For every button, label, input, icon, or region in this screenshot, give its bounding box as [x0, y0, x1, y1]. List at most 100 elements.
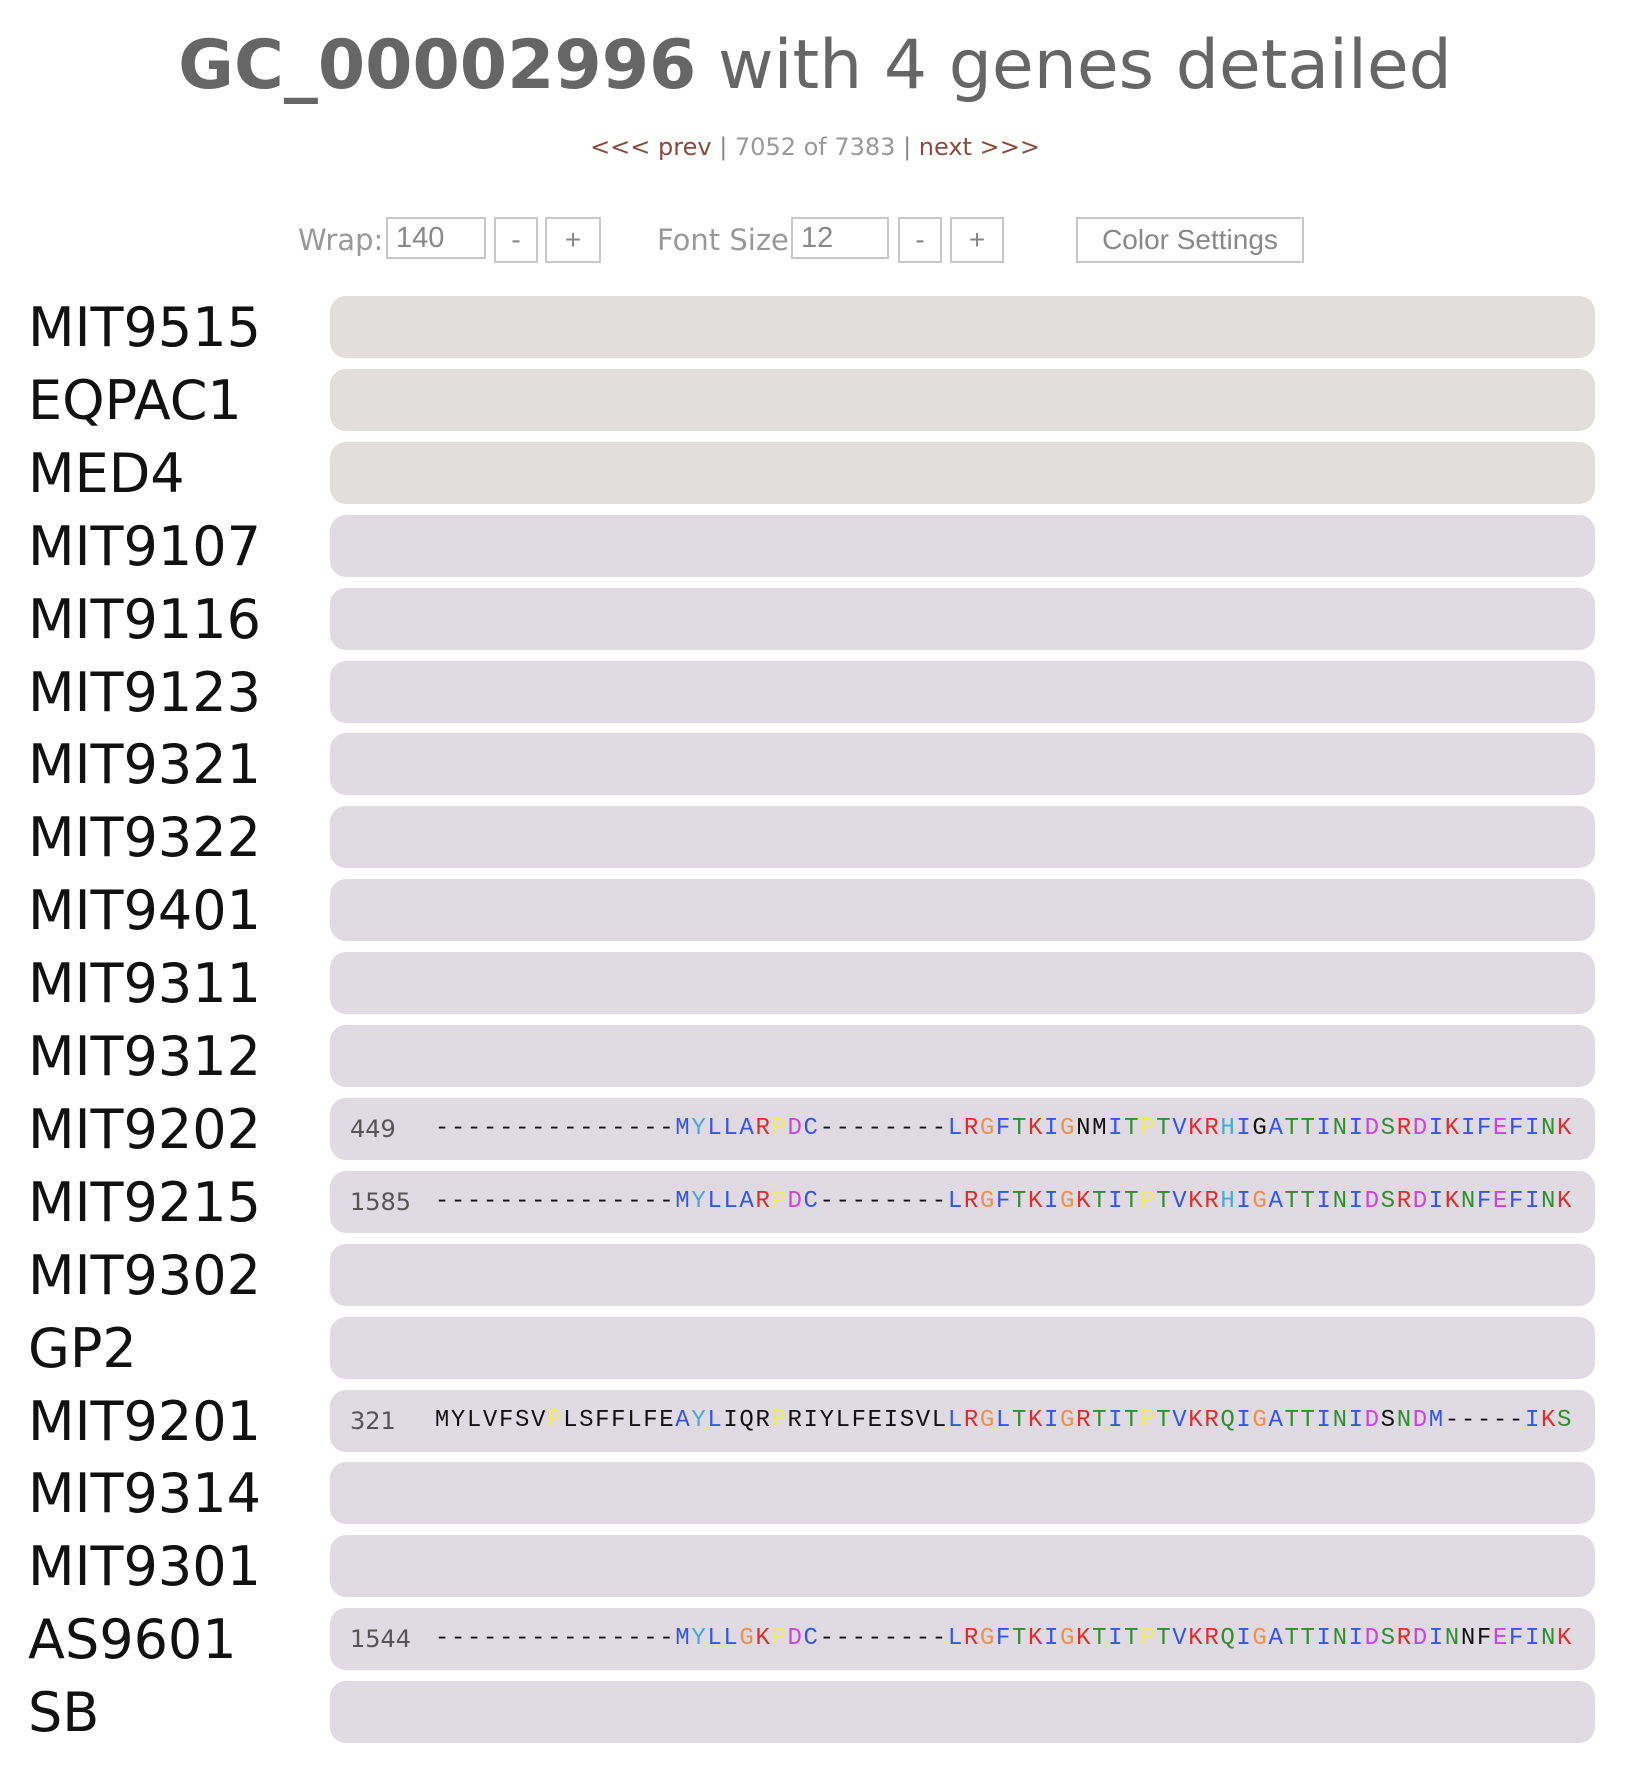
- residue: L: [707, 1407, 722, 1434]
- residue: K: [1027, 1188, 1043, 1215]
- sequence-track: [330, 1025, 1595, 1087]
- residue: G: [979, 1188, 995, 1215]
- residue: I: [1428, 1188, 1444, 1215]
- sequence-track: 449 ---------------MYLLARPDC--------LRGFT…: [330, 1098, 1595, 1160]
- residue: N: [1460, 1625, 1476, 1652]
- residue: T: [1300, 1115, 1315, 1142]
- residue: N: [1540, 1188, 1556, 1215]
- genome-name: MIT9314: [28, 1462, 261, 1525]
- residue: Y: [450, 1407, 466, 1434]
- font-size-increase-button[interactable]: +: [950, 217, 1004, 263]
- font-size-decrease-button[interactable]: -: [898, 217, 942, 263]
- residue: G: [1252, 1115, 1267, 1142]
- residue: N: [1540, 1625, 1556, 1652]
- residue: -: [643, 1625, 658, 1652]
- genome-row: MIT9107: [0, 515, 1630, 579]
- residue: I: [1108, 1115, 1123, 1142]
- residue: -: [514, 1115, 530, 1142]
- residue: I: [1316, 1407, 1331, 1434]
- residue: I: [1108, 1407, 1123, 1434]
- residue: I: [1236, 1407, 1251, 1434]
- residue: -: [819, 1625, 834, 1652]
- residue: T: [1156, 1407, 1171, 1434]
- residue: R: [1204, 1115, 1219, 1142]
- residue: I: [1236, 1188, 1251, 1215]
- residue: R: [963, 1407, 979, 1434]
- residue: I: [1348, 1115, 1363, 1142]
- residue: I: [1348, 1407, 1363, 1434]
- residue: -: [819, 1188, 834, 1215]
- residue: N: [1460, 1188, 1476, 1215]
- residue: L: [947, 1115, 963, 1142]
- residue: -: [659, 1115, 674, 1142]
- residue: T: [1011, 1115, 1027, 1142]
- next-link[interactable]: next >>>: [918, 133, 1040, 161]
- residue: M: [675, 1625, 690, 1652]
- residue: -: [627, 1115, 642, 1142]
- residue: -: [867, 1115, 883, 1142]
- wrap-decrease-button[interactable]: -: [494, 217, 538, 263]
- prev-link[interactable]: <<< prev: [590, 133, 712, 161]
- sequence-track: [330, 733, 1595, 795]
- residue: E: [1492, 1115, 1508, 1142]
- residue: K: [1027, 1625, 1043, 1652]
- font-size-input[interactable]: [791, 217, 889, 259]
- residue: -: [899, 1115, 915, 1142]
- genome-name: MIT9202: [28, 1098, 261, 1161]
- residue: -: [514, 1188, 530, 1215]
- residue: -: [851, 1115, 867, 1142]
- residue: V: [1172, 1115, 1187, 1142]
- residue: K: [1540, 1407, 1556, 1434]
- residue: L: [931, 1407, 947, 1434]
- residue: S: [514, 1407, 530, 1434]
- residue: -: [851, 1625, 867, 1652]
- pager-separator: |: [711, 133, 735, 161]
- residue: -: [899, 1625, 915, 1652]
- sequence-track: [330, 952, 1595, 1014]
- residue: R: [755, 1188, 770, 1215]
- genome-row: MIT9215 1585 ---------------MYLLARPDC-----…: [0, 1171, 1630, 1235]
- residue: -: [611, 1188, 626, 1215]
- residue: -: [931, 1115, 947, 1142]
- residue: P: [1140, 1188, 1155, 1215]
- residue: P: [771, 1407, 786, 1434]
- residue: R: [755, 1115, 770, 1142]
- residue: H: [1220, 1115, 1235, 1142]
- residue: -: [1444, 1407, 1460, 1434]
- sequence-text: MYLVFSVPLSFFLFEAYLIQRPRIYLFEISVLLRGLTKIG…: [434, 1390, 1573, 1452]
- genome-row: MIT9123: [0, 661, 1630, 725]
- residue: R: [1076, 1407, 1091, 1434]
- residue: G: [979, 1407, 995, 1434]
- residue: R: [963, 1115, 979, 1142]
- residue: -: [531, 1188, 546, 1215]
- residue: E: [1492, 1625, 1508, 1652]
- residue: G: [1060, 1115, 1075, 1142]
- wrap-input[interactable]: [386, 217, 486, 259]
- residue: -: [498, 1115, 514, 1142]
- residue: -: [498, 1625, 514, 1652]
- residue: -: [659, 1188, 674, 1215]
- residue: R: [1204, 1625, 1219, 1652]
- residue: L: [723, 1188, 738, 1215]
- color-settings-button[interactable]: Color Settings: [1076, 217, 1304, 263]
- sequence-track: 321 MYLVFSVPLSFFLFEAYLIQRPRIYLFEISVLLRGLT…: [330, 1390, 1595, 1452]
- residue: G: [1060, 1625, 1075, 1652]
- residue: I: [1316, 1625, 1331, 1652]
- title-suffix: with 4 genes detailed: [696, 26, 1452, 105]
- sequence-track: [330, 1462, 1595, 1524]
- residue: -: [434, 1625, 450, 1652]
- residue: -: [547, 1115, 562, 1142]
- genome-name: MIT9311: [28, 952, 261, 1015]
- residue: I: [1348, 1188, 1363, 1215]
- residue: K: [1076, 1625, 1091, 1652]
- sequence-track: [330, 1681, 1595, 1743]
- residue: D: [1364, 1407, 1380, 1434]
- sequence-track: 1585 ---------------MYLLARPDC--------LRGF…: [330, 1171, 1595, 1233]
- pager-separator: |: [895, 133, 919, 161]
- residue: -: [450, 1625, 466, 1652]
- residue: D: [787, 1188, 802, 1215]
- wrap-increase-button[interactable]: +: [545, 217, 601, 263]
- sequence-start-position: 1544: [350, 1625, 412, 1653]
- residue: F: [1476, 1115, 1492, 1142]
- residue: -: [883, 1188, 899, 1215]
